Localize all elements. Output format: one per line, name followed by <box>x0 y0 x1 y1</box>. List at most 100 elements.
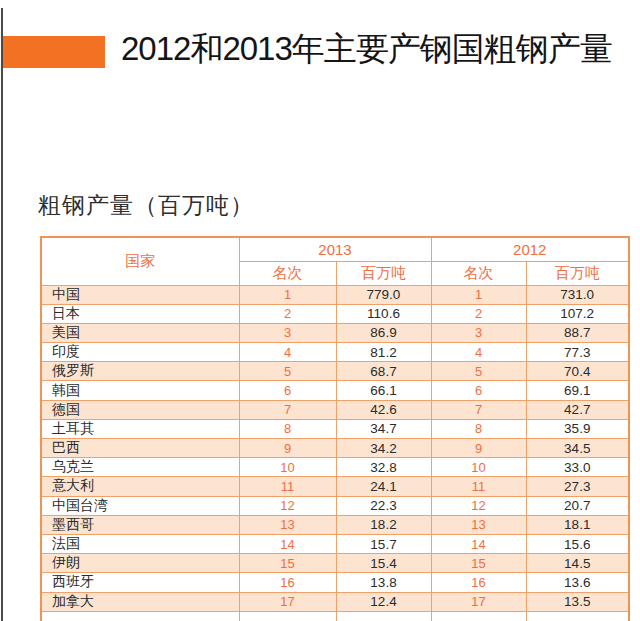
country-name-cell: 土耳其 <box>41 419 239 438</box>
tons-2012-cell: 15.6 <box>526 534 629 553</box>
column-header-rank-2013: 名次 <box>239 261 336 285</box>
tons-2013-cell: 34.7 <box>336 419 431 438</box>
table-row: 印度481.2477.3 <box>41 343 629 362</box>
tons-2013-cell: 18.2 <box>336 515 431 534</box>
rank-2012-cell: 3 <box>431 323 526 342</box>
rank-2012-cell: 12 <box>431 496 526 515</box>
empty-cell <box>336 611 431 621</box>
rank-2012-cell: 6 <box>431 381 526 400</box>
empty-cell <box>239 611 336 621</box>
rank-2013-cell: 16 <box>239 573 336 592</box>
table-header-row-years: 国家 2013 2012 <box>41 237 629 261</box>
rank-2012-cell: 4 <box>431 343 526 362</box>
tons-2013-cell: 66.1 <box>336 381 431 400</box>
title-accent-bar <box>3 36 105 68</box>
rank-2013-cell: 7 <box>239 400 336 419</box>
tons-2012-cell: 20.7 <box>526 496 629 515</box>
table-row: 韩国666.1669.1 <box>41 381 629 400</box>
steel-production-table-wrap: 国家 2013 2012 名次 百万吨 名次 百万吨 中国1779.01731.… <box>40 236 630 621</box>
country-name-cell: 伊朗 <box>41 554 239 573</box>
rank-2012-cell: 1 <box>431 285 526 304</box>
table-row: 法国1415.71415.6 <box>41 534 629 553</box>
tons-2013-cell: 110.6 <box>336 304 431 323</box>
rank-2013-cell: 5 <box>239 362 336 381</box>
table-row: 加拿大1712.41713.5 <box>41 592 629 611</box>
tons-2012-cell: 18.1 <box>526 515 629 534</box>
tons-2013-cell: 86.9 <box>336 323 431 342</box>
tons-2012-cell: 42.7 <box>526 400 629 419</box>
empty-cell <box>526 611 629 621</box>
tons-2013-cell: 22.3 <box>336 496 431 515</box>
rank-2012-cell: 16 <box>431 573 526 592</box>
country-name-cell: 西班牙 <box>41 573 239 592</box>
empty-cell <box>41 611 239 621</box>
tons-2012-cell: 77.3 <box>526 343 629 362</box>
table-row: 巴西934.2934.5 <box>41 439 629 458</box>
tons-2013-cell: 24.1 <box>336 477 431 496</box>
tons-2012-cell: 69.1 <box>526 381 629 400</box>
tons-2012-cell: 731.0 <box>526 285 629 304</box>
table-row: 西班牙1613.81613.6 <box>41 573 629 592</box>
rank-2012-cell: 5 <box>431 362 526 381</box>
tons-2012-cell: 33.0 <box>526 458 629 477</box>
country-name-cell: 法国 <box>41 534 239 553</box>
country-name-cell: 中国台湾 <box>41 496 239 515</box>
table-row: 美国386.9388.7 <box>41 323 629 342</box>
rank-2013-cell: 1 <box>239 285 336 304</box>
tons-2013-cell: 15.7 <box>336 534 431 553</box>
steel-production-table: 国家 2013 2012 名次 百万吨 名次 百万吨 中国1779.01731.… <box>40 236 630 621</box>
page-title: 2012和2013年主要产钢国粗钢产量 <box>121 29 636 69</box>
country-name-cell: 加拿大 <box>41 592 239 611</box>
table-row: 伊朗1515.41514.5 <box>41 554 629 573</box>
tons-2013-cell: 34.2 <box>336 439 431 458</box>
rank-2013-cell: 13 <box>239 515 336 534</box>
column-header-rank-2012: 名次 <box>431 261 526 285</box>
country-name-cell: 乌克兰 <box>41 458 239 477</box>
column-header-year-2013: 2013 <box>239 237 431 261</box>
country-name-cell: 美国 <box>41 323 239 342</box>
table-header: 国家 2013 2012 名次 百万吨 名次 百万吨 <box>41 237 629 285</box>
table-row: 俄罗斯568.7570.4 <box>41 362 629 381</box>
country-name-cell: 日本 <box>41 304 239 323</box>
country-name-cell: 墨西哥 <box>41 515 239 534</box>
country-name-cell: 韩国 <box>41 381 239 400</box>
tons-2013-cell: 68.7 <box>336 362 431 381</box>
table-row: 德国742.6742.7 <box>41 400 629 419</box>
country-name-cell: 中国 <box>41 285 239 304</box>
table-row-partial <box>41 611 629 621</box>
tons-2012-cell: 27.3 <box>526 477 629 496</box>
rank-2012-cell: 15 <box>431 554 526 573</box>
rank-2012-cell: 11 <box>431 477 526 496</box>
tons-2013-cell: 13.8 <box>336 573 431 592</box>
table-row: 日本2110.62107.2 <box>41 304 629 323</box>
rank-2012-cell: 13 <box>431 515 526 534</box>
rank-2013-cell: 3 <box>239 323 336 342</box>
column-header-tons-2012: 百万吨 <box>526 261 629 285</box>
rank-2013-cell: 12 <box>239 496 336 515</box>
table-row: 中国1779.01731.0 <box>41 285 629 304</box>
page-edge-line <box>1 8 3 621</box>
country-name-cell: 意大利 <box>41 477 239 496</box>
table-row: 墨西哥1318.21318.1 <box>41 515 629 534</box>
rank-2013-cell: 9 <box>239 439 336 458</box>
document-page: 2012和2013年主要产钢国粗钢产量 粗钢产量（百万吨） 国家 2013 20… <box>0 0 640 621</box>
rank-2013-cell: 4 <box>239 343 336 362</box>
rank-2012-cell: 10 <box>431 458 526 477</box>
rank-2013-cell: 17 <box>239 592 336 611</box>
tons-2013-cell: 42.6 <box>336 400 431 419</box>
tons-2012-cell: 14.5 <box>526 554 629 573</box>
rank-2012-cell: 8 <box>431 419 526 438</box>
tons-2013-cell: 12.4 <box>336 592 431 611</box>
empty-cell <box>431 611 526 621</box>
tons-2012-cell: 70.4 <box>526 362 629 381</box>
column-header-country: 国家 <box>41 237 239 285</box>
tons-2012-cell: 13.5 <box>526 592 629 611</box>
tons-2012-cell: 107.2 <box>526 304 629 323</box>
tons-2013-cell: 779.0 <box>336 285 431 304</box>
rank-2013-cell: 14 <box>239 534 336 553</box>
table-caption: 粗钢产量（百万吨） <box>38 190 254 221</box>
rank-2012-cell: 9 <box>431 439 526 458</box>
tons-2012-cell: 35.9 <box>526 419 629 438</box>
tons-2012-cell: 13.6 <box>526 573 629 592</box>
tons-2012-cell: 34.5 <box>526 439 629 458</box>
